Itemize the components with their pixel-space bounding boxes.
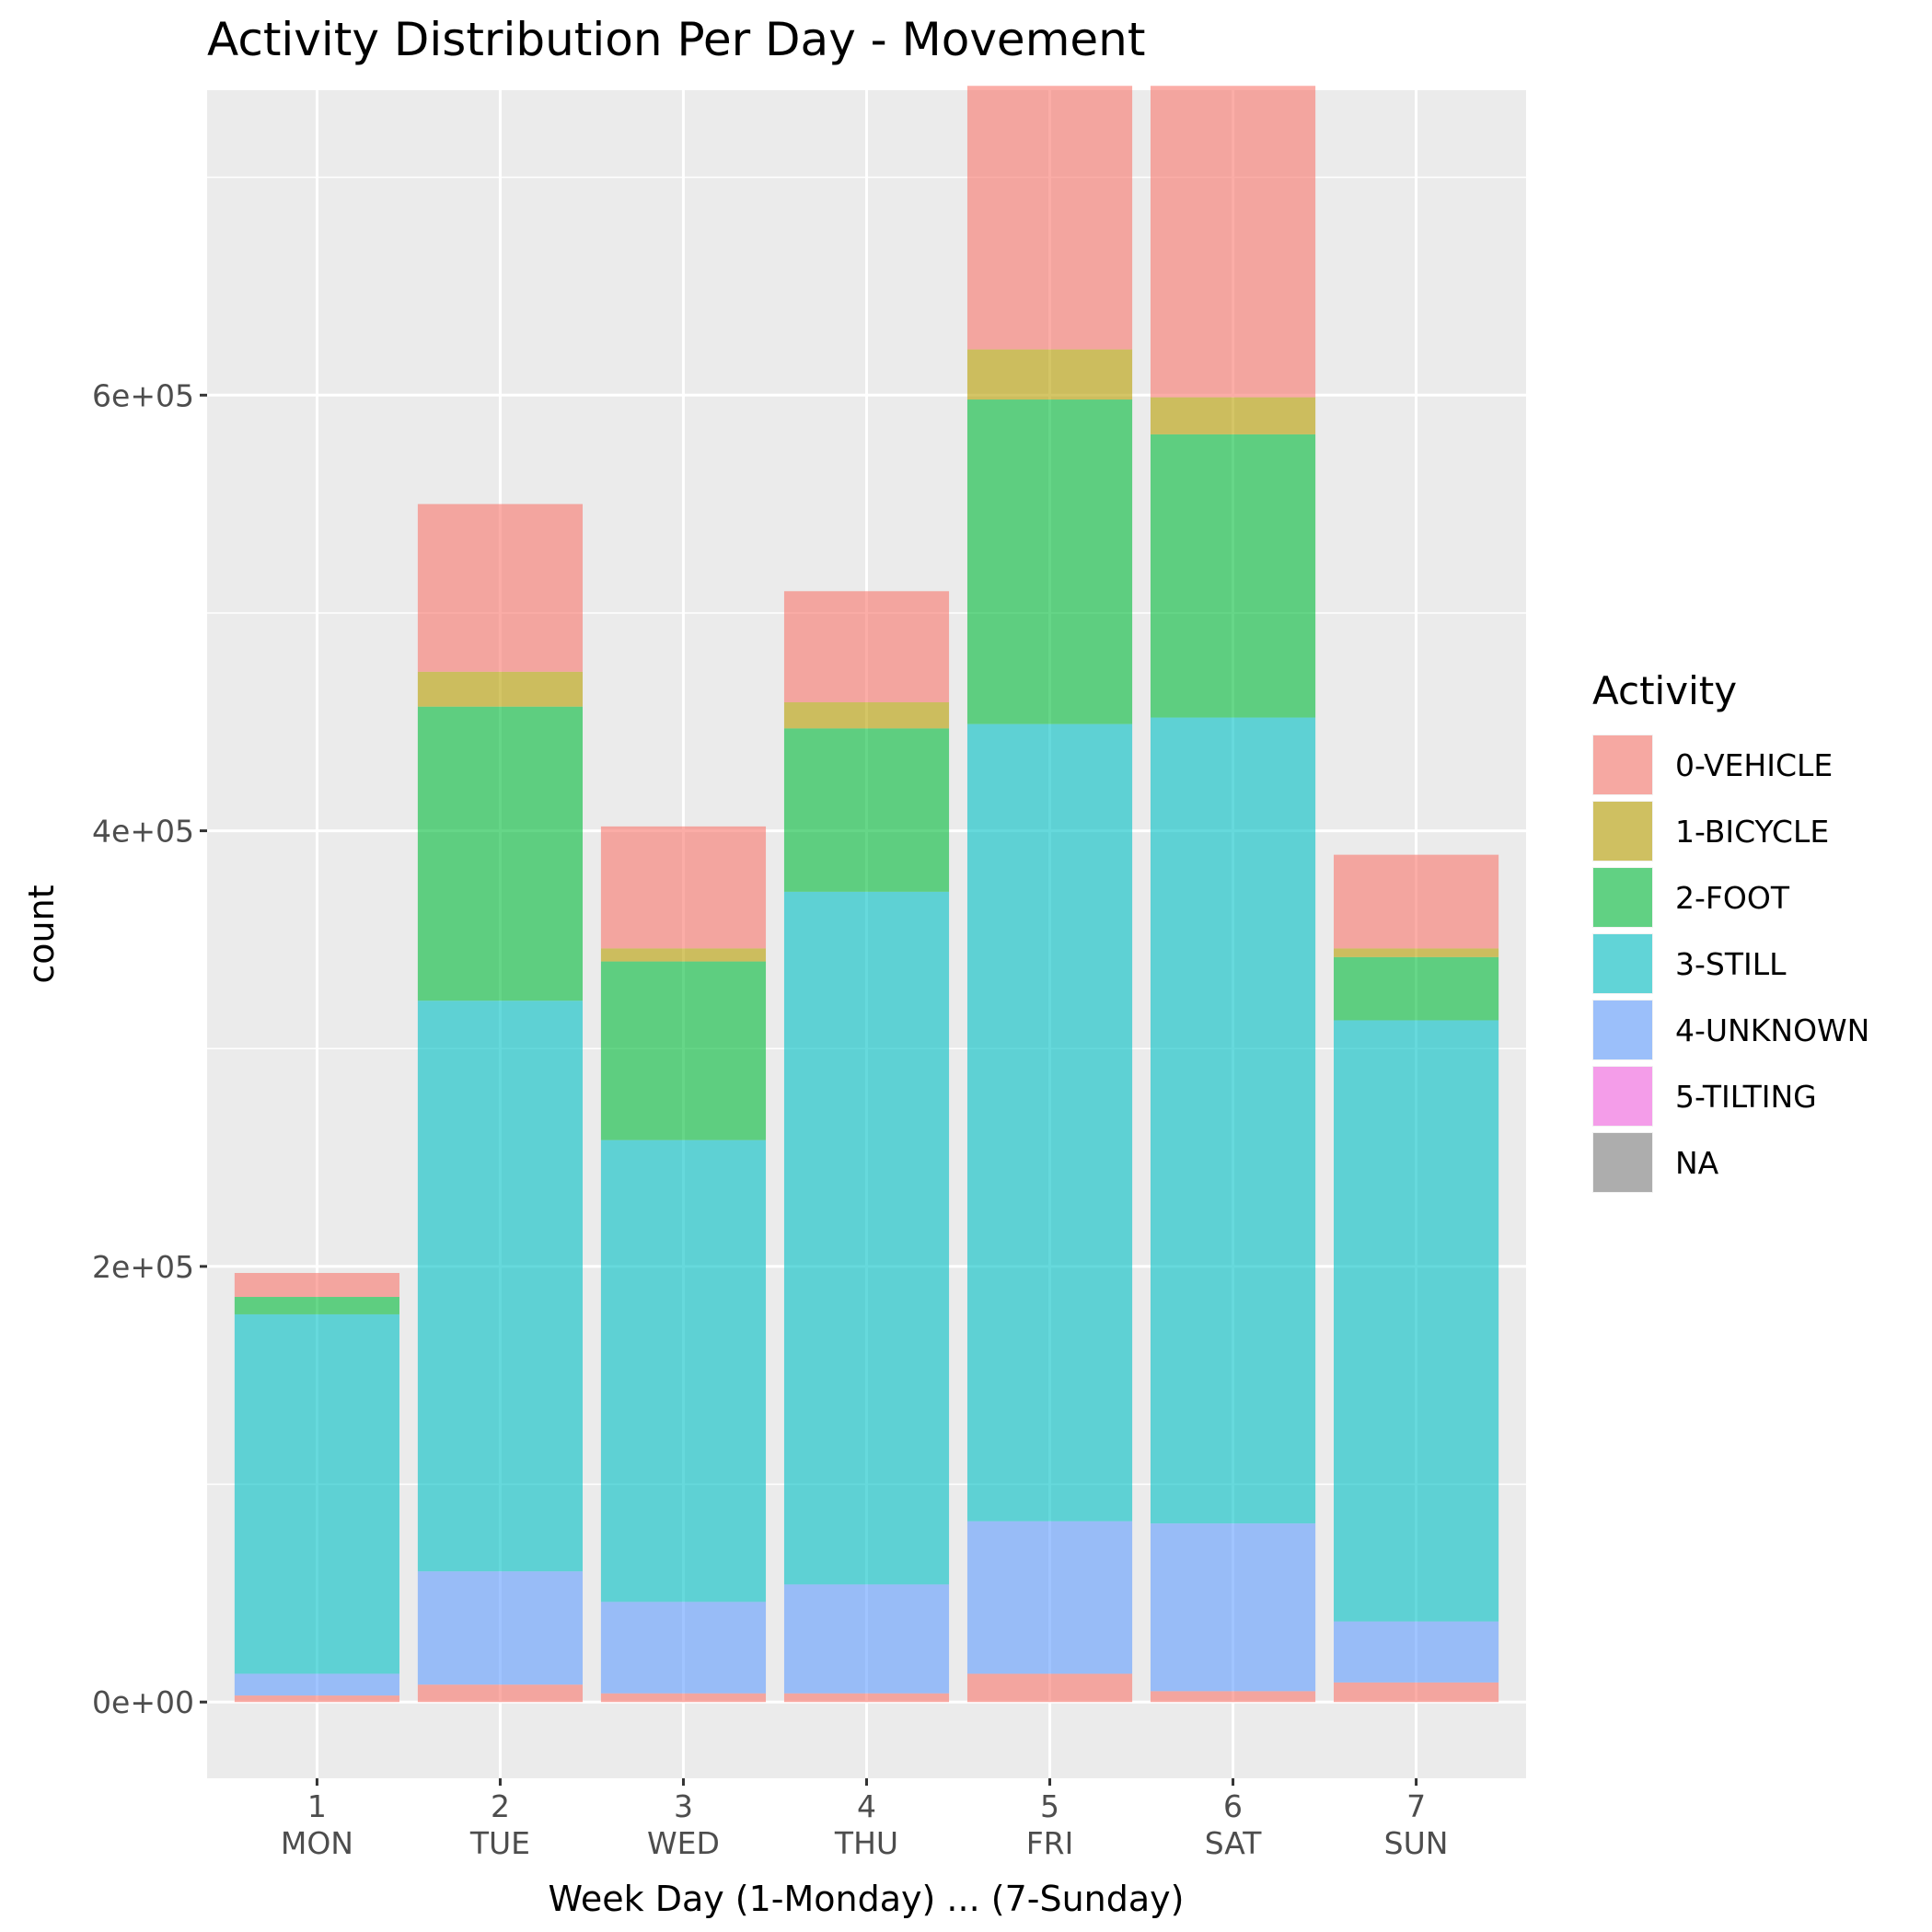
x-tick-label-day: FRI [1026,1825,1074,1861]
bar-segment-5-tilting [600,1693,767,1703]
bar-segment-0-vehicle [1334,854,1499,949]
legend-title: Activity [1592,668,1737,713]
legend-key-swatch [1593,1001,1652,1059]
bar-segment-4-unknown [417,1571,584,1685]
x-tick-label-day: TUE [469,1825,530,1861]
bar-segment-2-foot [1334,956,1499,1021]
bar-segment-4-unknown [966,1521,1133,1674]
y-axis: 0e+00 2e+05 4e+05 6e+05 [92,377,207,1720]
legend-key-swatch [1593,934,1652,993]
bar-segment-5-tilting [966,1673,1133,1703]
bar-segment-0-vehicle [783,591,950,702]
bar-segment-0-vehicle [234,1272,399,1298]
legend-label: 4-UNKNOWN [1675,1012,1869,1048]
bars [234,86,1499,1703]
legend-key-swatch [1593,802,1652,861]
y-axis-title: count [21,885,62,983]
bar-segment-3-still [1150,717,1316,1524]
bar-segment-2-foot [783,728,950,892]
bar-segment-2-foot [600,961,767,1140]
bar-segment-5-tilting [234,1695,399,1703]
bar-segment-2-foot [417,706,584,1001]
bar-segment-3-still [783,891,950,1585]
bar-segment-1-bicycle [600,948,767,962]
bar-segment-4-unknown [783,1584,950,1694]
x-tick-label-day: THU [834,1825,898,1861]
bar-segment-1-bicycle [783,701,950,729]
y-tick-label: 2e+05 [92,1249,194,1285]
x-tick-label-day: MON [281,1825,353,1861]
x-tick-label-day: SUN [1384,1825,1449,1861]
legend-label: 5-TILTING [1675,1079,1817,1115]
x-tick-label-day: SAT [1205,1825,1263,1861]
y-tick-label: 6e+05 [92,377,194,413]
bar-segment-0-vehicle [600,826,767,949]
x-tick-label-number: 4 [857,1788,876,1824]
y-tick-label: 0e+00 [92,1684,194,1720]
bar-segment-5-tilting [783,1693,950,1703]
bar-segment-4-unknown [600,1602,767,1694]
bar-segment-4-unknown [234,1673,399,1696]
legend-label: 3-STILL [1675,946,1787,982]
x-tick-label-number: 1 [307,1788,327,1824]
x-tick-label-number: 5 [1040,1788,1059,1824]
bar-segment-1-bicycle [1334,948,1499,957]
bar-segment-0-vehicle [1150,86,1316,398]
x-tick-label-number: 7 [1406,1788,1426,1824]
bar-segment-1-bicycle [1150,397,1316,434]
bar-segment-2-foot [966,399,1133,724]
x-tick-label-number: 6 [1223,1788,1243,1824]
legend-label: 2-FOOT [1675,880,1790,916]
bar-segment-3-still [234,1313,399,1674]
legend-key-swatch [1593,735,1652,794]
bar-segment-0-vehicle [417,503,584,672]
bar-segment-3-still [1334,1020,1499,1622]
bar-segment-5-tilting [1334,1682,1499,1703]
legend-key-swatch [1593,1067,1652,1126]
bar-segment-1-bicycle [966,349,1133,400]
bar-segment-1-bicycle [417,671,584,707]
legend-label: 0-VEHICLE [1675,747,1833,783]
bar-segment-3-still [417,1001,584,1572]
bar-segment-3-still [966,723,1133,1521]
x-axis-title: Week Day (1-Monday) ... (7-Sunday) [549,1879,1185,1919]
bar-segment-4-unknown [1150,1523,1316,1692]
legend-label: 1-BICYCLE [1675,814,1829,850]
bar-segment-2-foot [1150,434,1316,718]
x-tick-label-day: WED [647,1825,720,1861]
bar-segment-0-vehicle [966,86,1133,350]
bar-segment-5-tilting [417,1684,584,1703]
bar-segment-4-unknown [1334,1621,1499,1683]
x-tick-label-number: 3 [674,1788,693,1824]
bar-segment-2-foot [234,1297,399,1314]
y-tick-label: 4e+05 [92,814,194,850]
bar-segment-3-still [600,1140,767,1602]
x-tick-label-number: 2 [491,1788,510,1824]
legend-key-swatch [1593,868,1652,927]
bar-segment-5-tilting [1150,1691,1316,1703]
chart-title: Activity Distribution Per Day - Movement [207,13,1145,66]
legend: Activity 0-VEHICLE 1-BICYCLE 2-FOOT 3-STILL… [1592,668,1869,1193]
legend-label: NA [1675,1145,1719,1181]
legend-key-swatch [1593,1133,1652,1192]
